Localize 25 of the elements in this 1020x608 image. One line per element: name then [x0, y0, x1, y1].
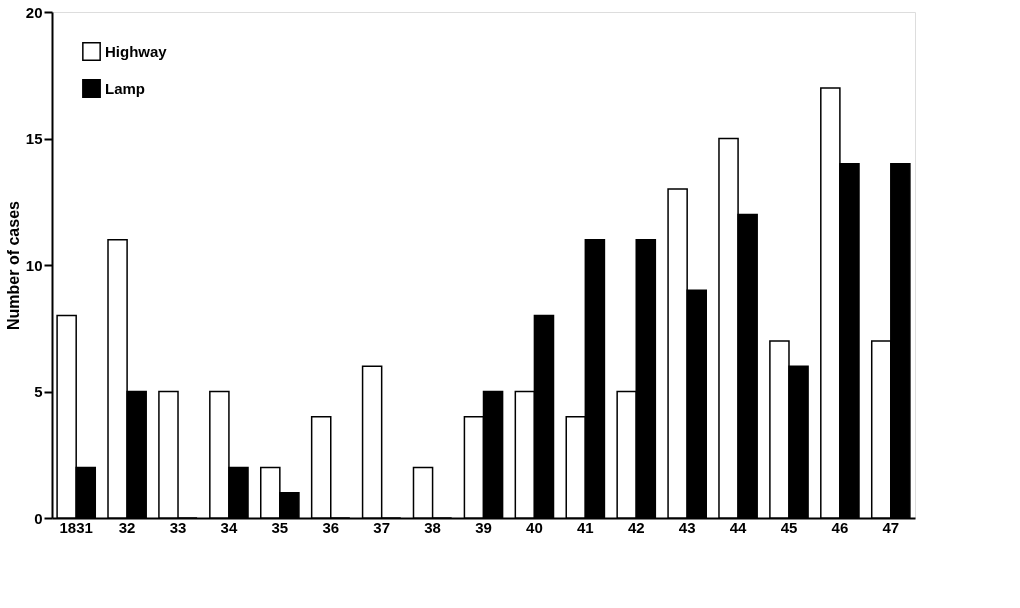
y-tick-label: 0	[34, 509, 43, 527]
legend-label: Lamp	[105, 79, 146, 97]
x-tick-label: 47	[882, 518, 900, 536]
y-tick-label: 20	[25, 3, 43, 21]
x-tick-label: 42	[627, 518, 645, 536]
legend-label: Highway	[105, 42, 168, 60]
x-tick-label: 35	[271, 518, 289, 536]
y-axis-title: Number of cases	[4, 200, 22, 330]
x-tick-label: 46	[831, 518, 849, 536]
x-tick-label: 37	[373, 518, 391, 536]
y-tick-label: 5	[34, 383, 43, 400]
x-tick-label: 45	[780, 518, 798, 536]
x-tick-label: 41	[576, 518, 594, 536]
x-tick-label: 33	[169, 518, 187, 536]
x-tick-label: 39	[475, 518, 492, 536]
x-tick-label: 40	[526, 518, 543, 536]
x-tick-label: 1831	[59, 518, 93, 536]
x-tick-label: 38	[424, 518, 441, 536]
y-tick-label: 15	[25, 130, 43, 147]
y-tick-label: 10	[25, 256, 43, 274]
x-tick-label: 34	[220, 518, 238, 536]
x-tick-label: 43	[678, 518, 696, 536]
x-tick-label: 44	[729, 518, 748, 536]
x-tick-label: 36	[322, 518, 340, 536]
x-tick-label: 32	[118, 518, 136, 536]
